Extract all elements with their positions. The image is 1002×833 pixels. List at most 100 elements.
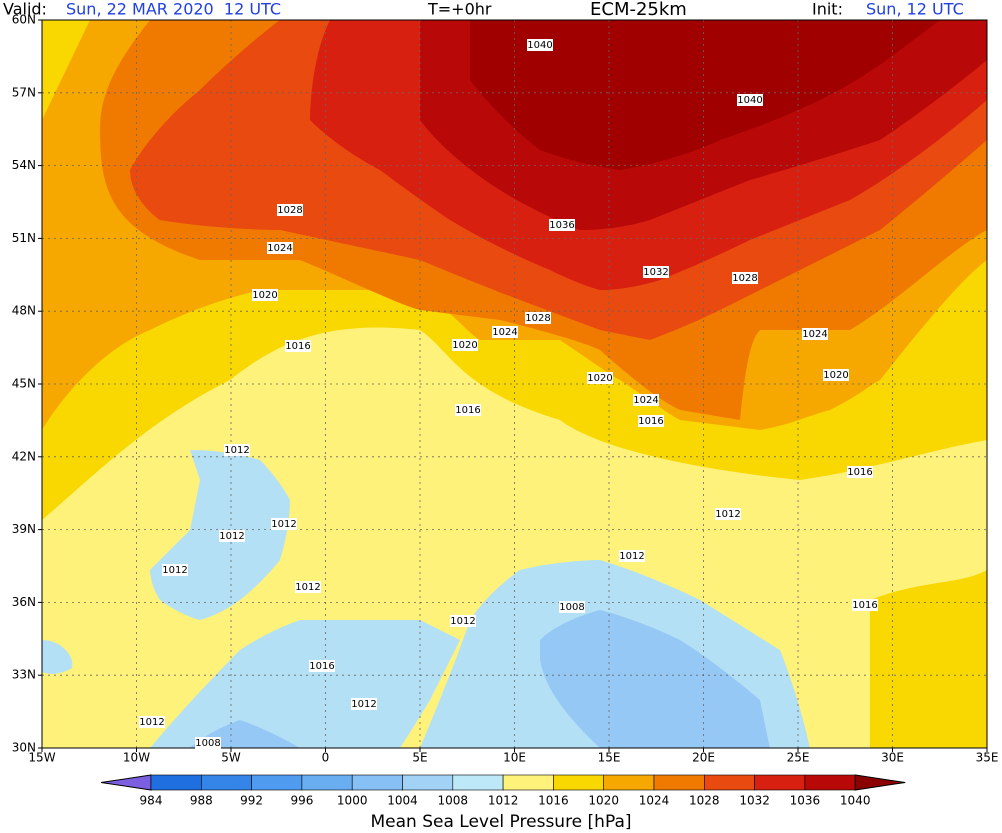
colorbar-box [502,774,554,791]
init-label: Init: [812,0,843,19]
init-time: Sun, 12 UTC [866,0,964,19]
contour-label-bg [455,404,481,416]
field-1008 [150,620,460,748]
contour-label-bg [162,564,188,576]
colorbar-label: 1008 [438,794,469,808]
contour-label: 1016 [852,600,877,611]
lat-label: 42N [12,449,36,463]
lon-label: 15W [28,751,55,765]
lon-label: 0 [322,751,330,765]
contour-label-bg [823,369,849,381]
valid-time: Sun, 22 MAR 2020 12 UTC [66,0,281,19]
contour-label-bg [715,508,741,520]
colorbar-label: 996 [290,794,313,808]
lat-label: 39N [12,522,36,536]
contour-label: 1020 [452,340,477,351]
colorbar-label: 1036 [790,794,821,808]
contour-label-bg [802,328,828,340]
colorbar-label: 1028 [689,794,720,808]
field-1004 [540,610,770,748]
colorbar-box [703,774,755,791]
lead-time: T=+0hr [427,0,492,19]
field-1016 [870,570,987,748]
lon-label: 5E [412,751,427,765]
contour-label: 1020 [587,373,612,384]
contour-label-bg [450,615,476,627]
colorbar-label: 1016 [538,794,569,808]
field-1008 [42,640,73,674]
colorbar-label: 1040 [840,794,871,808]
colorbar-box [804,774,856,791]
contour-label-bg [559,601,585,613]
contour-label-bg [351,698,377,710]
colorbar-label: 1004 [387,794,418,808]
field-1040 [470,20,940,170]
grid [38,19,988,752]
contour-label: 1020 [252,290,277,301]
contour-label-bg [732,272,758,284]
colorbar-label: 1020 [588,794,619,808]
colorbar-label: 988 [190,794,213,808]
colorbar-arrow [100,774,152,791]
contour-label: 1012 [224,445,249,456]
contour-label-bg [271,518,297,530]
contour-label-bg [852,599,878,611]
colorbar-label: 1024 [639,794,670,808]
contour-label: 1012 [219,531,244,542]
colorbar-box [150,774,202,791]
colorbar-box [251,774,303,791]
colorbar-arrow [854,774,906,791]
contour-label-bg [252,289,278,301]
contour-label: 1012 [162,565,187,576]
lat-label: 36N [12,595,36,609]
contour-label-bg [139,716,165,728]
contour-label-bg [847,466,873,478]
colorbar-box [402,774,454,791]
contour-label: 1016 [455,405,480,416]
colorbar-box [653,774,705,791]
colorbar-label: 1032 [739,794,770,808]
contour-label: 1016 [285,341,310,352]
contour-label: 1040 [737,95,762,106]
contour-label-bg [492,326,518,338]
colorbar-box [603,774,655,791]
lon-label: 15E [598,751,621,765]
contour-label: 1012 [715,509,740,520]
contour-label-bg [525,312,551,324]
contour-label: 1016 [847,467,872,478]
contour-label-bg [224,444,250,456]
lat-label: 33N [12,668,36,682]
contour-label: 1008 [559,602,584,613]
contour-label-bg [549,219,575,231]
contour-label: 1024 [492,327,517,338]
colorbar-box [301,774,353,791]
lat-label: 60N [12,13,36,27]
colorbar-label: 984 [140,794,163,808]
colorbar-label: 1000 [337,794,368,808]
lon-label: 35E [976,751,999,765]
contour-label: 1012 [271,519,296,530]
colorbar-title: Mean Sea Level Pressure [hPa] [370,812,631,832]
lon-label: 30E [881,751,904,765]
valid-label: Valid: [3,0,47,19]
contour-label-bg [527,39,553,51]
contour-label-bg [633,394,659,406]
contour-label-bg [452,339,478,351]
colorbar-box [452,774,504,791]
lon-label: 5W [221,751,241,765]
contour-label-bg [619,550,645,562]
pressure-field [42,20,987,748]
contour-label: 1016 [638,416,663,427]
contour-label: 1008 [195,738,220,749]
lat-label: 51N [12,231,36,245]
model-name: ECM-25km [590,0,687,20]
colorbar-label: 992 [240,794,263,808]
colorbar-label: 1012 [488,794,519,808]
contour-label: 1024 [633,395,658,406]
lon-label: 25E [787,751,810,765]
lon-label: 10W [123,751,150,765]
lat-label: 48N [12,304,36,318]
lat-label: 54N [12,158,36,172]
contour-label-bg [219,530,245,542]
